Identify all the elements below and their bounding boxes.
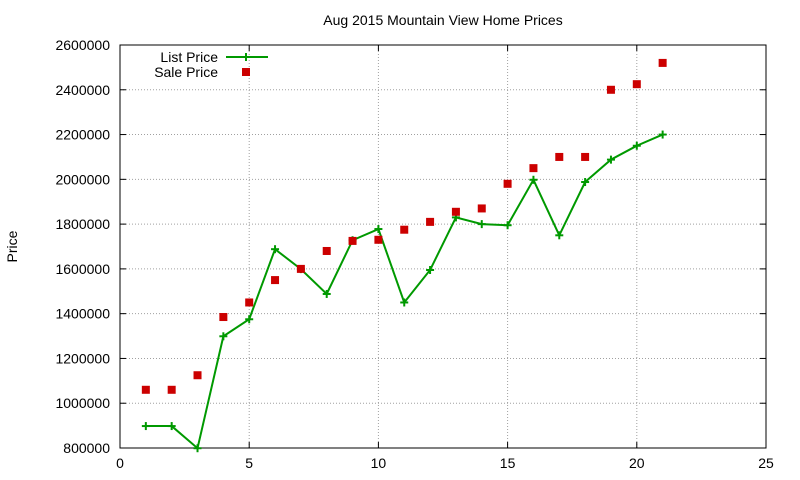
- y-tick-label: 1800000: [55, 216, 110, 232]
- list-price-point: [606, 155, 615, 164]
- list-price-point: [374, 225, 383, 234]
- x-tick-label: 10: [371, 455, 387, 471]
- list-price-point: [167, 422, 176, 431]
- y-tick-label: 1600000: [55, 261, 110, 277]
- legend-marker-list-price: [242, 53, 250, 61]
- sale-price-point: [219, 313, 228, 322]
- sale-price-point: [503, 179, 512, 188]
- list-price-point: [658, 130, 667, 139]
- list-price-point: [477, 220, 486, 229]
- sale-price-point: [296, 264, 305, 273]
- plot-frame: [119, 44, 767, 449]
- sale-price-point: [374, 235, 383, 244]
- series: [141, 58, 667, 453]
- sale-price-point: [529, 164, 538, 173]
- sale-price-point: [271, 276, 280, 285]
- sale-price-point: [632, 80, 641, 89]
- sale-price-point: [451, 207, 460, 216]
- sale-price-point: [322, 246, 331, 255]
- sale-price-point: [555, 152, 564, 161]
- sale-price-point: [658, 58, 667, 67]
- x-tick-label: 25: [758, 455, 774, 471]
- y-tick-label: 1400000: [55, 306, 110, 322]
- list-price-point: [581, 178, 590, 187]
- list-price-point: [245, 315, 254, 324]
- sale-price-point: [581, 152, 590, 161]
- y-tick-label: 2200000: [55, 127, 110, 143]
- list-price-point: [219, 332, 228, 341]
- list-price-point: [322, 289, 331, 298]
- sale-price-point: [426, 217, 435, 226]
- y-tick-label: 1200000: [55, 350, 110, 366]
- list-price-point: [400, 298, 409, 307]
- sale-price-point: [245, 298, 254, 307]
- list-price-point: [632, 141, 641, 150]
- legend-marker-sale-price: [242, 68, 250, 76]
- sale-price-point: [400, 225, 409, 234]
- sale-price-point: [477, 204, 486, 213]
- x-tick-label: 15: [500, 455, 516, 471]
- x-tick-label: 5: [245, 455, 253, 471]
- x-tick-label: 0: [116, 455, 124, 471]
- y-tick-label: 2000000: [55, 171, 110, 187]
- sale-price-point: [606, 85, 615, 94]
- axis-ticks: 0 5 10 15 20 25 800000 1000000 1200000 1400000 160…: [55, 37, 774, 471]
- chart-title: Aug 2015 Mountain View Home Prices: [323, 12, 562, 28]
- list-price-point: [271, 245, 280, 254]
- list-price-point: [503, 221, 512, 230]
- legend-label-sale-price: Sale Price: [154, 64, 218, 80]
- y-tick-label: 1000000: [55, 395, 110, 411]
- list-price-point: [555, 231, 564, 240]
- legend-label-list-price: List Price: [160, 49, 218, 65]
- y-axis-label: Price: [4, 230, 20, 262]
- y-tick-label: 800000: [63, 440, 110, 456]
- sale-price-point: [193, 371, 202, 380]
- x-tick-label: 20: [629, 455, 645, 471]
- list-price-point: [529, 175, 538, 184]
- sale-price-point: [141, 385, 150, 394]
- list-price-point: [426, 266, 435, 275]
- grid: [120, 45, 766, 448]
- sale-price-point: [348, 236, 357, 245]
- sale-price-point: [167, 385, 176, 394]
- list-price-point: [193, 444, 202, 453]
- list-price-point: [141, 422, 150, 431]
- legend: List Price Sale Price: [154, 49, 268, 80]
- y-tick-label: 2600000: [55, 37, 110, 53]
- y-tick-label: 2400000: [55, 82, 110, 98]
